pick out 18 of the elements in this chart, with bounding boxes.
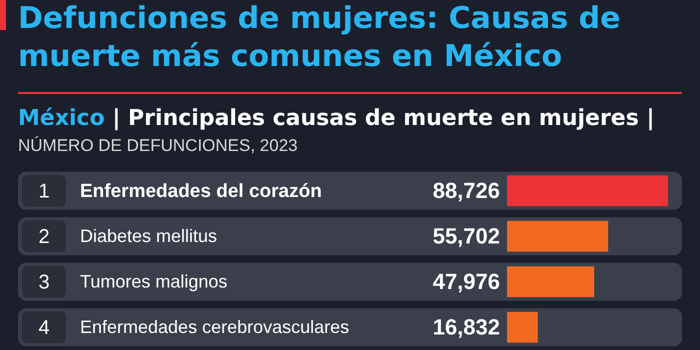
- bar: [507, 312, 538, 343]
- chart-title: Defunciones de mujeres: Causas de muerte más comunes en México: [18, 0, 622, 76]
- y-tick-label: Tumores malignos: [80, 272, 228, 292]
- bar: [507, 266, 594, 298]
- y-tick-label: Enfermedades cerebrovasculares: [80, 317, 350, 338]
- data-label: 16,832: [432, 314, 500, 340]
- text: 2: [38, 226, 50, 248]
- y-tick-label: Enfermedades del corazón: [80, 180, 322, 202]
- chart-subtitle: México | Principales causas de muerte en mujeres | NÚMERO DE DEFUNCIONES, 2023: [18, 106, 654, 156]
- y-tick-label: Diabetes mellitus: [80, 226, 218, 246]
- text: 1: [38, 180, 50, 202]
- bar: [507, 175, 668, 206]
- text: 3: [38, 271, 50, 294]
- data-label: 88,726: [432, 178, 500, 203]
- text: 4: [38, 316, 50, 339]
- data-label: 55,702: [432, 223, 500, 248]
- bar: [507, 220, 608, 252]
- data-label: 47,976: [432, 268, 500, 294]
